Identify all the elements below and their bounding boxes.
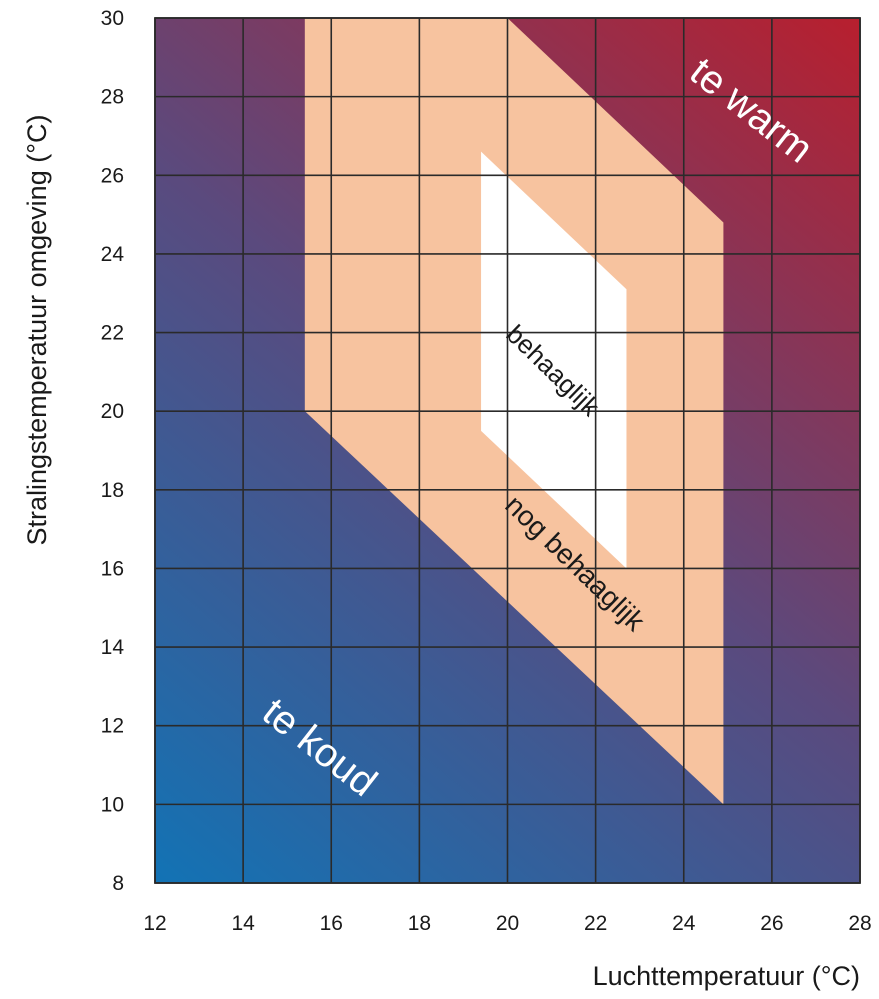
x-tick-label: 24 [672, 912, 696, 935]
x-tick-label: 20 [496, 912, 519, 935]
y-tick-label: 22 [101, 322, 124, 345]
plot-border [154, 17, 861, 884]
y-tick-label: 30 [101, 7, 124, 30]
y-tick-label: 26 [101, 164, 124, 187]
zone-behaaglijk [481, 151, 627, 569]
x-tick-label: 14 [231, 912, 255, 935]
grid [154, 17, 861, 884]
x-tick-label: 26 [760, 912, 783, 935]
y-tick-label: 28 [101, 86, 124, 109]
y-tick-label: 24 [101, 243, 125, 266]
y-tick-label: 18 [101, 479, 124, 502]
x-axis-ticks: 12 14 16 18 20 22 24 26 28 [143, 912, 871, 935]
x-tick-label: 18 [408, 912, 431, 935]
y-tick-label: 10 [101, 793, 124, 816]
x-axis-title: Luchttemperatuur (°C) [593, 961, 860, 991]
x-tick-label: 28 [848, 912, 871, 935]
y-axis-title: Stralingstemperatuur omgeving (°C) [22, 115, 52, 546]
y-tick-label: 14 [101, 636, 125, 659]
y-tick-label: 12 [101, 715, 124, 738]
x-tick-label: 22 [584, 912, 607, 935]
y-axis-ticks: 8 10 12 14 16 18 20 22 24 26 28 30 [101, 7, 125, 895]
x-tick-label: 16 [320, 912, 343, 935]
y-tick-label: 8 [112, 872, 124, 895]
x-tick-label: 12 [143, 912, 166, 935]
y-tick-label: 20 [101, 400, 124, 423]
y-tick-label: 16 [101, 557, 124, 580]
